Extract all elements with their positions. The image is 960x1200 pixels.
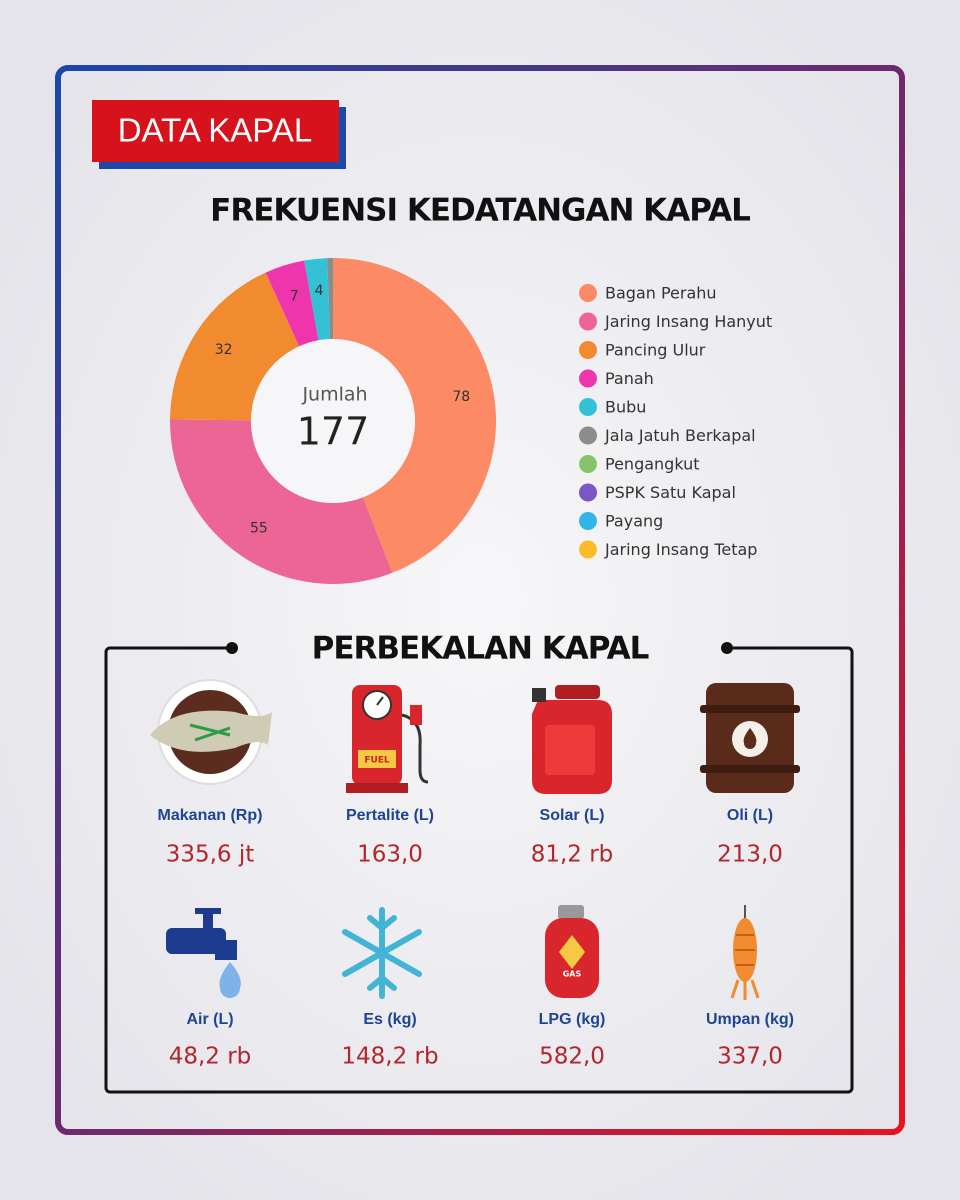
provisions: Makanan (Rp) 335,6 jt Pertalite (L) 163,0 So… xyxy=(158,807,794,1069)
stat-value: 148,2 rb xyxy=(341,1044,438,1070)
legend-label: Pancing Ulur xyxy=(605,341,706,360)
stat-label: Air (L) xyxy=(186,1011,233,1028)
icon-pertalite: FUEL xyxy=(346,685,429,793)
legend-label: Pengangkut xyxy=(605,455,700,474)
stat-value: 335,6 jt xyxy=(166,842,255,868)
legend-label: Bubu xyxy=(605,398,646,417)
icon-air xyxy=(166,908,241,998)
provisions-title: PERBEKALAN KAPAL xyxy=(312,631,649,667)
legend-swatch xyxy=(579,512,597,530)
svg-text:FUEL: FUEL xyxy=(364,756,390,766)
stat-value: 48,2 rb xyxy=(169,1044,252,1070)
legend-label: Panah xyxy=(605,369,654,388)
legend-label: PSPK Satu Kapal xyxy=(605,483,736,502)
donut-slice xyxy=(333,258,497,573)
legend-swatch xyxy=(579,312,597,331)
legend-label: Payang xyxy=(605,512,663,531)
frame xyxy=(55,65,905,1135)
stat-value: 337,0 xyxy=(717,1044,783,1070)
tag-text: DATA KAPAL xyxy=(118,112,312,149)
donut-slice xyxy=(170,272,300,421)
icon-food xyxy=(150,679,272,785)
stat-label: Makanan (Rp) xyxy=(158,807,263,824)
legend-label: Jaring Insang Tetap xyxy=(604,540,757,559)
donut-slice xyxy=(170,419,393,584)
data-label: 7 xyxy=(290,288,299,304)
stat-value: 81,2 rb xyxy=(531,842,614,868)
stat-label: Pertalite (L) xyxy=(346,807,434,824)
legend-label: Bagan Perahu xyxy=(605,284,717,303)
chart-title: FREKUENSI KEDATANGAN KAPAL xyxy=(210,193,750,229)
box-dot xyxy=(721,642,733,654)
icon-solar xyxy=(532,685,612,794)
stat-label: LPG (kg) xyxy=(539,1011,606,1028)
icon-oli xyxy=(700,683,800,793)
legend-swatch xyxy=(579,341,597,359)
legend: Bagan Perahu Jaring Insang Hanyut Pancing … xyxy=(579,284,772,559)
stat-label: Oli (L) xyxy=(727,807,773,824)
legend-swatch xyxy=(579,426,597,445)
center-label: Jumlah xyxy=(301,384,367,406)
legend-swatch xyxy=(579,483,597,502)
donut: 78 55 32 7 4 xyxy=(170,258,497,584)
donut-slice xyxy=(304,258,331,341)
data-label: 78 xyxy=(452,389,470,405)
legend-swatch xyxy=(579,398,597,416)
data-label: 4 xyxy=(315,283,324,299)
svg-text:GAS: GAS xyxy=(563,970,582,979)
donut-hole xyxy=(251,339,415,503)
stat-value: 213,0 xyxy=(717,842,783,868)
tag-box xyxy=(92,100,339,162)
center-total: 177 xyxy=(297,410,370,454)
stat-value: 163,0 xyxy=(357,842,423,868)
legend-swatch xyxy=(579,284,597,302)
stat-label: Solar (L) xyxy=(540,807,605,824)
legend-label: Jaring Insang Hanyut xyxy=(604,312,772,331)
provisions-box xyxy=(104,646,854,1094)
icon-es xyxy=(342,907,422,999)
icon-umpan xyxy=(730,905,760,1000)
legend-swatch xyxy=(579,369,597,388)
legend-swatch xyxy=(579,455,597,473)
legend-swatch xyxy=(579,540,597,559)
stat-label: Es (kg) xyxy=(363,1011,416,1028)
box-dot xyxy=(226,642,238,654)
data-label: 32 xyxy=(215,342,233,358)
stat-label: Umpan (kg) xyxy=(706,1011,794,1028)
donut-slice xyxy=(265,260,319,347)
legend-label: Jala Jatuh Berkapal xyxy=(604,426,756,445)
icon-lpg: GAS xyxy=(545,905,599,998)
donut-slice xyxy=(327,258,333,340)
stat-value: 582,0 xyxy=(539,1044,605,1070)
data-label: 55 xyxy=(250,520,268,536)
